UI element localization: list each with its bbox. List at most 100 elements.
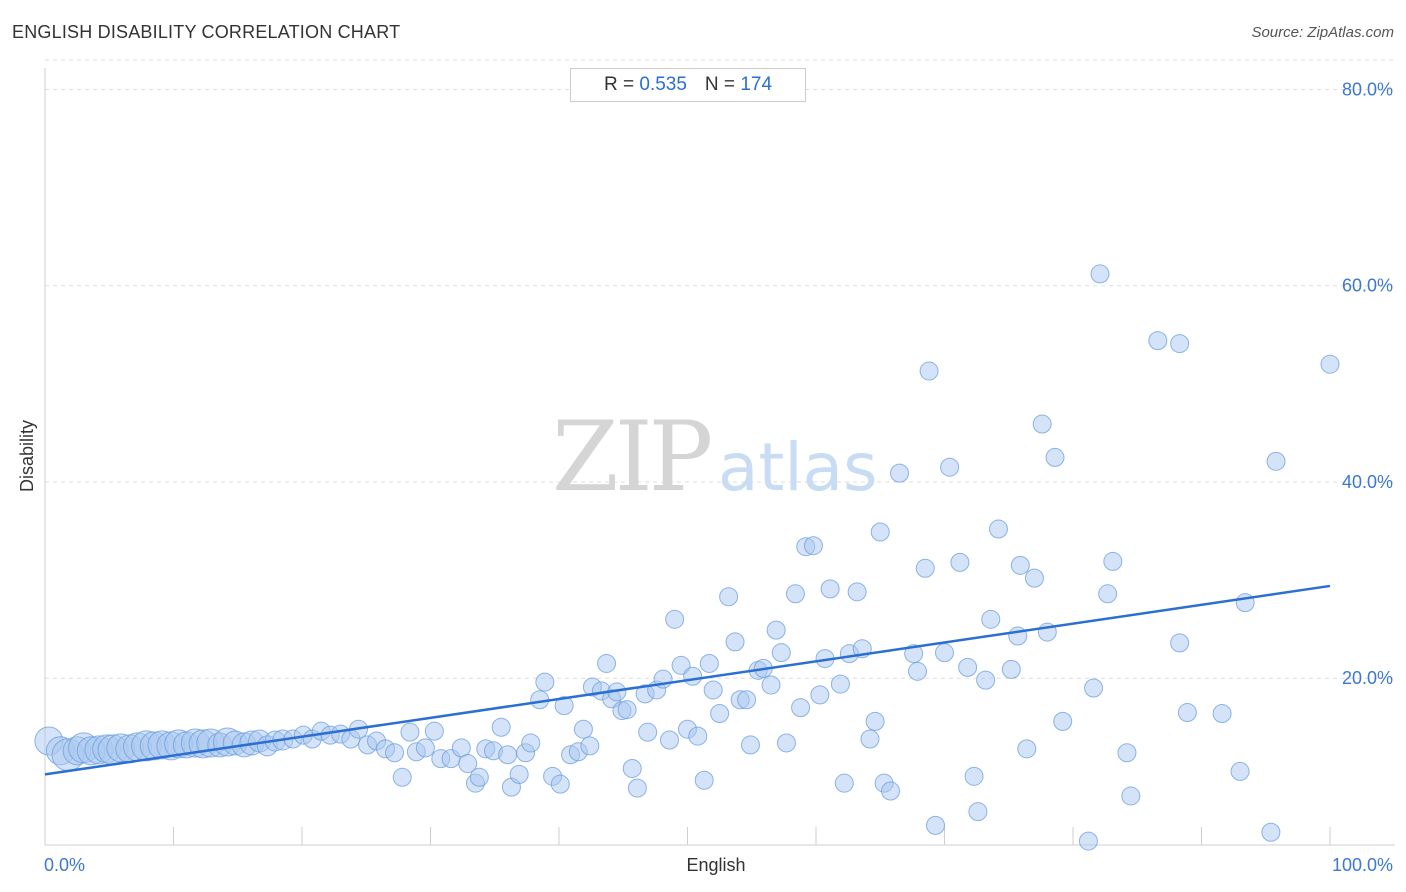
data-point (498, 745, 518, 765)
data-point (699, 653, 719, 673)
data-point (1266, 451, 1286, 471)
data-point (976, 670, 996, 690)
data-point (1177, 703, 1197, 723)
data-point (834, 773, 854, 793)
data-point (950, 552, 970, 572)
data-point (550, 774, 570, 794)
data-point (1053, 711, 1073, 731)
data-point (1230, 761, 1250, 781)
data-point (683, 666, 703, 686)
data-point (665, 609, 685, 629)
x-axis-title: English (686, 855, 745, 875)
data-point (1170, 633, 1190, 653)
data-point (1045, 447, 1065, 467)
data-point (968, 802, 988, 822)
data-point (1121, 786, 1141, 806)
data-point (638, 722, 658, 742)
data-point (1261, 822, 1281, 842)
data-point (776, 733, 796, 753)
data-point (573, 719, 593, 739)
r-label: R = (603, 74, 635, 95)
data-point (458, 754, 478, 774)
data-point (1032, 414, 1052, 434)
y-tick-label: 20.0% (1342, 668, 1393, 688)
data-point (392, 767, 412, 787)
data-point (785, 584, 805, 604)
n-label: N = (704, 74, 736, 95)
y-tick-label: 60.0% (1342, 276, 1393, 296)
data-point (710, 704, 730, 724)
r-stat: R = 0.535 (604, 74, 687, 96)
data-point (1170, 334, 1190, 354)
gridlines (45, 59, 1395, 679)
data-point (719, 587, 739, 607)
x-tick-label: 100.0% (1332, 855, 1393, 875)
data-point (554, 696, 574, 716)
n-stat: N = 174 (705, 74, 772, 96)
data-point (1010, 555, 1030, 575)
data-point (803, 536, 823, 556)
data-point (981, 609, 1001, 629)
data-point (1320, 354, 1340, 374)
source-credit: Source: ZipAtlas.com (1251, 24, 1394, 41)
data-point (791, 698, 811, 718)
data-point (1078, 831, 1098, 851)
y-axis-title: Disability (17, 420, 37, 492)
data-point (400, 722, 420, 742)
data-point (810, 685, 830, 705)
data-point (820, 579, 840, 599)
data-point (1090, 264, 1110, 284)
x-tick-label: 0.0% (44, 855, 85, 875)
data-point (535, 672, 555, 692)
data-point (881, 781, 901, 801)
data-point (415, 738, 435, 758)
data-point (771, 643, 791, 663)
data-point (617, 700, 637, 720)
data-point (597, 653, 617, 673)
data-point (703, 680, 723, 700)
data-point (766, 620, 786, 640)
watermark-zip: ZIP (552, 401, 711, 513)
data-point (919, 361, 939, 381)
data-point (622, 758, 642, 778)
data-point (627, 778, 647, 798)
data-point (908, 661, 928, 681)
data-point (424, 721, 444, 741)
data-point (830, 674, 850, 694)
data-point (890, 463, 910, 483)
data-point (1001, 659, 1021, 679)
data-point (926, 815, 946, 835)
data-point (847, 582, 867, 602)
data-points (34, 264, 1340, 851)
watermark-atlas: atlas (718, 429, 878, 506)
axes (44, 68, 1395, 846)
y-tick-label: 80.0% (1342, 79, 1393, 99)
data-point (491, 717, 511, 737)
data-point (1084, 678, 1104, 698)
data-point (1098, 584, 1118, 604)
data-point (740, 735, 760, 755)
data-point (761, 675, 781, 695)
data-point (958, 657, 978, 677)
trendline (44, 584, 1331, 776)
y-tick-label: 40.0% (1342, 472, 1393, 492)
r-value: 0.535 (639, 74, 687, 95)
watermark: ZIP atlas (552, 401, 878, 513)
data-point (940, 457, 960, 477)
data-point (915, 558, 935, 578)
data-point (737, 690, 757, 710)
data-point (580, 736, 600, 756)
n-value: 174 (740, 74, 773, 95)
data-point (865, 711, 885, 731)
tick-labels: 20.0% 40.0% 60.0% 80.0% 0.0% 100.0% (44, 79, 1393, 875)
data-point (1212, 704, 1232, 724)
stats-box: R = 0.535 N = 174 (570, 68, 806, 102)
data-point (694, 770, 714, 790)
data-point (660, 730, 680, 750)
data-point (509, 764, 529, 784)
data-point (860, 729, 880, 749)
data-point (521, 733, 541, 753)
data-point (964, 766, 984, 786)
data-point (385, 743, 405, 763)
